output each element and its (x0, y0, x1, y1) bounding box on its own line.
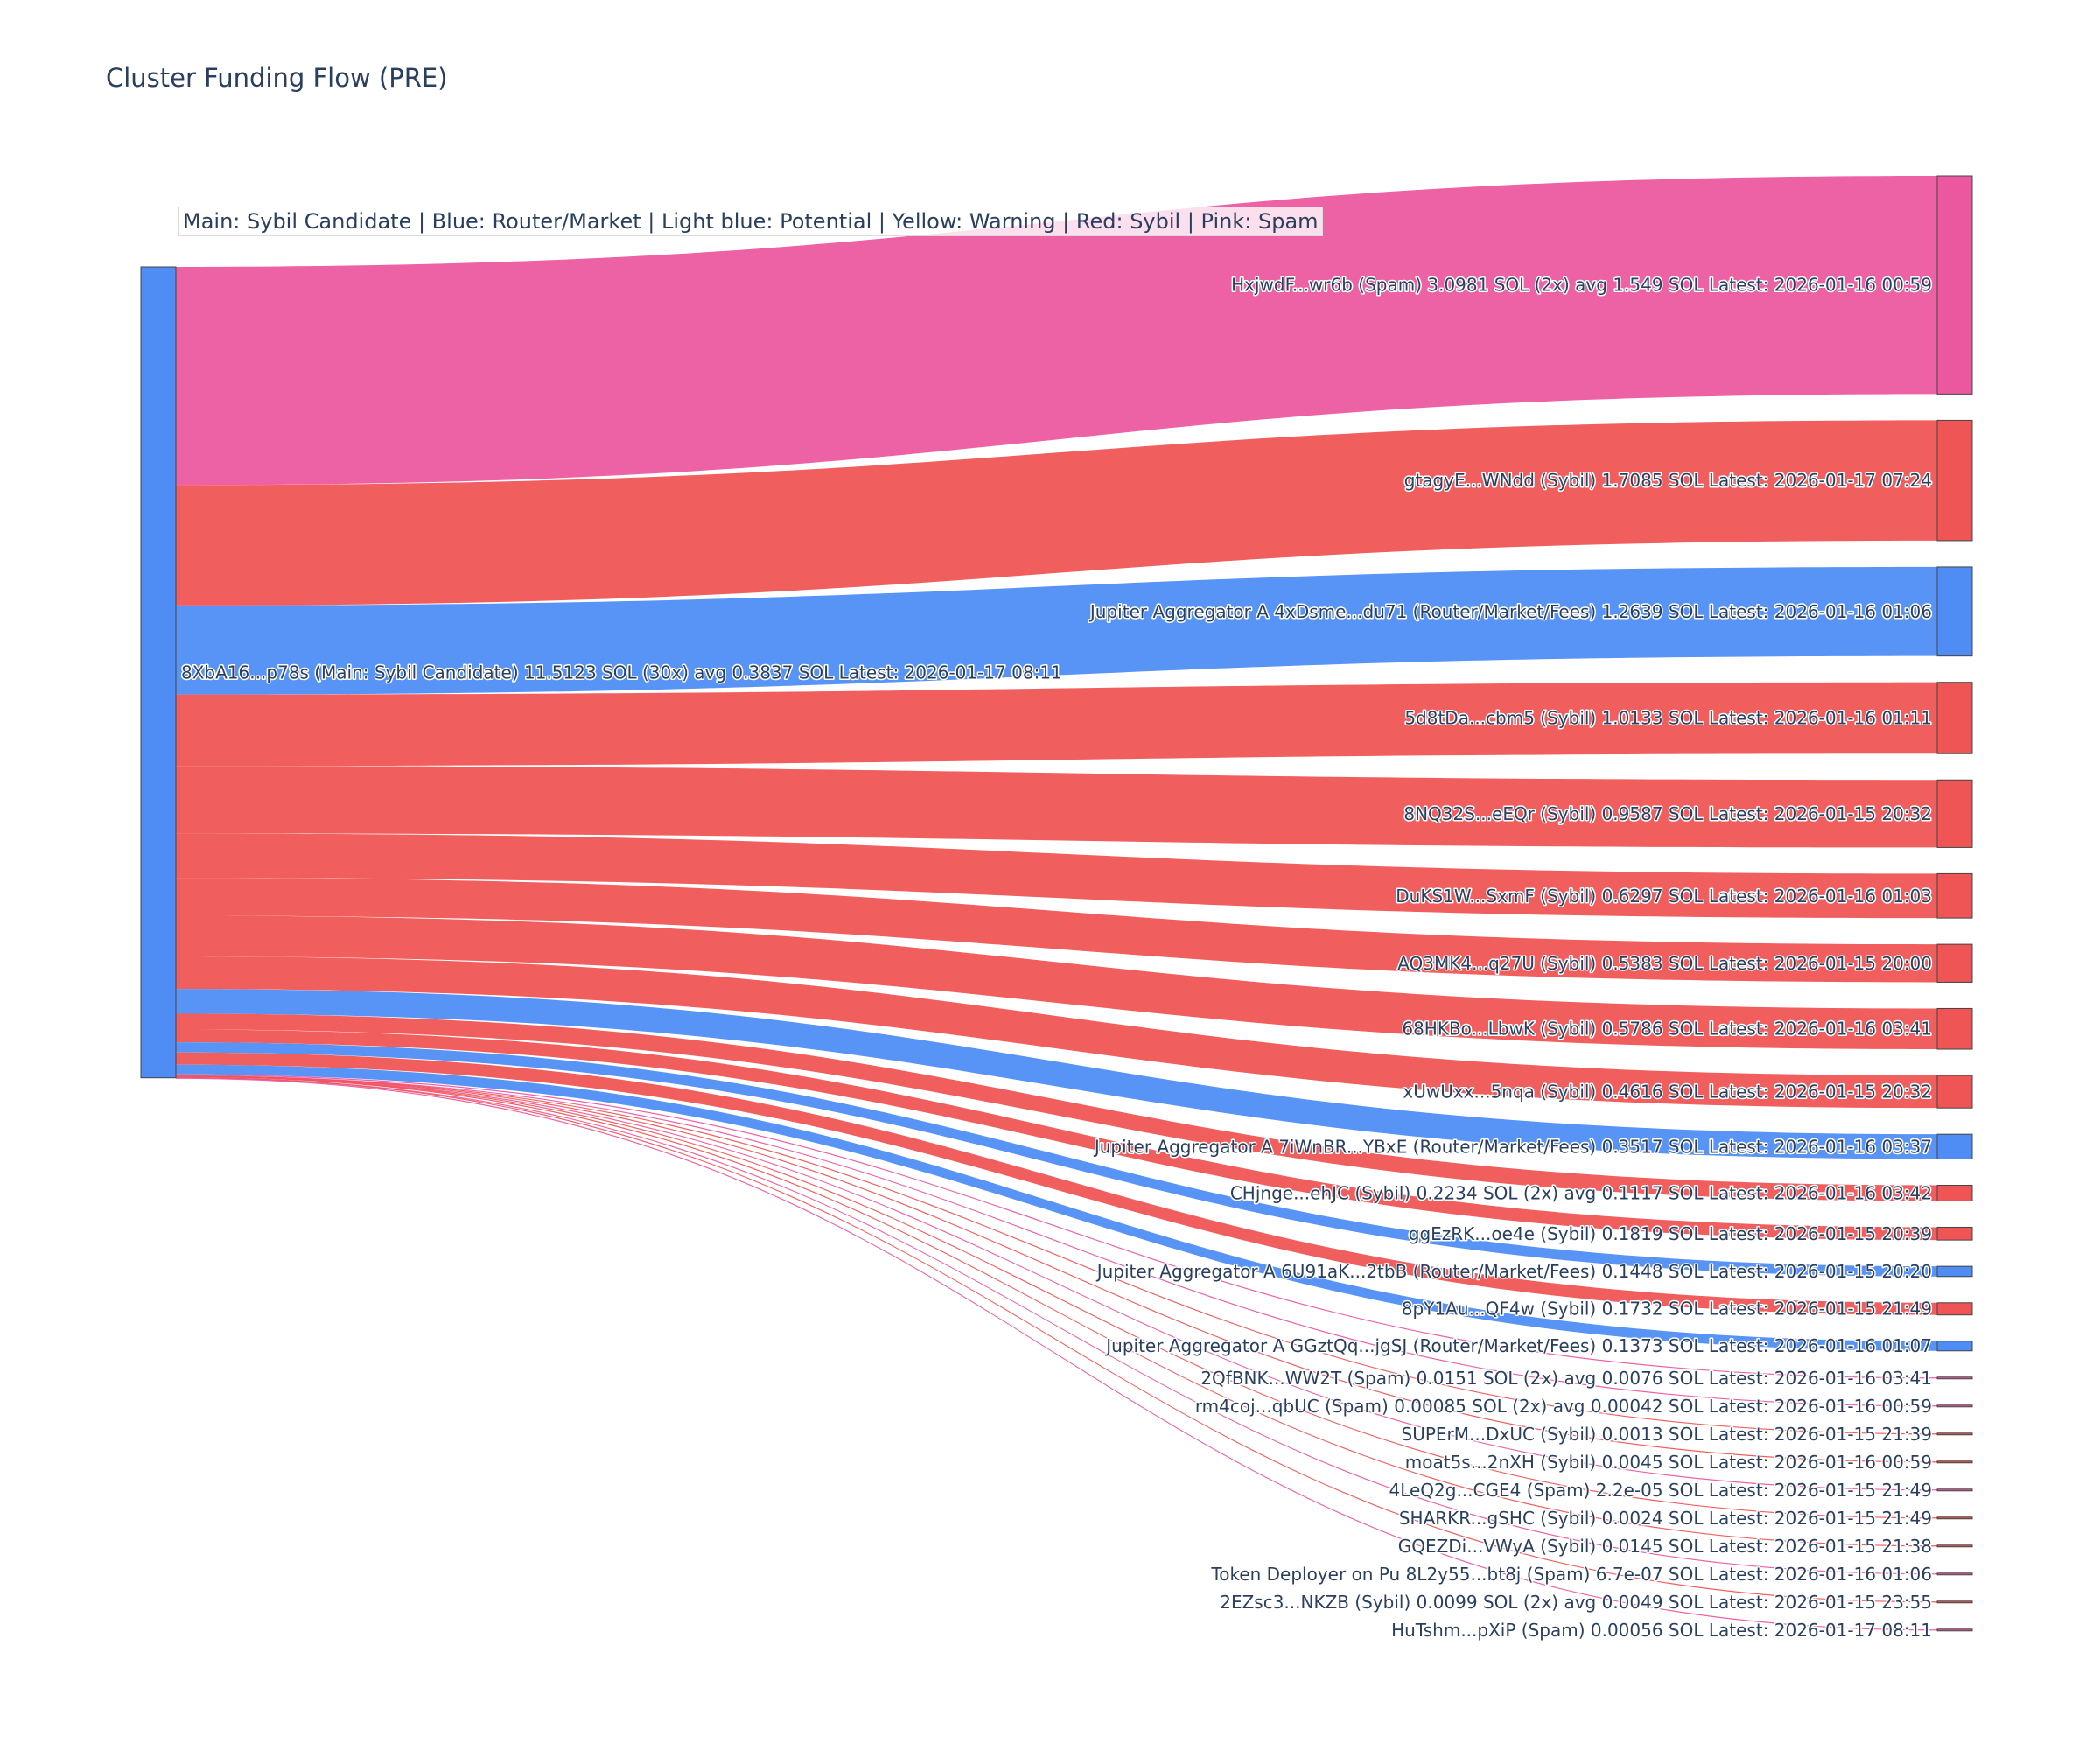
target-label: Jupiter Aggregator A 7iWnBR...YBxE (Rout… (1093, 1136, 1932, 1157)
flow-link[interactable] (176, 956, 1937, 1109)
target-node[interactable] (1936, 943, 1973, 983)
flow-link[interactable] (176, 833, 1937, 919)
target-label: ggEzRK...oe4e (Sybil) 0.1819 SOL Latest:… (1409, 1223, 1932, 1244)
target-node[interactable] (1936, 1340, 1973, 1352)
flow-link[interactable] (176, 176, 1937, 486)
flow-link[interactable] (176, 989, 1937, 1159)
source-label: 8XbA16...p78s (Main: Sybil Candidate) 11… (181, 662, 1062, 682)
flow-link[interactable] (176, 1075, 1937, 1547)
target-label: SHARKR...gSHC (Sybil) 0.0024 SOL Latest:… (1399, 1508, 1932, 1529)
target-label: HuTshm...pXiP (Spam) 0.00056 SOL Latest:… (1391, 1620, 1932, 1641)
flow-link[interactable] (176, 682, 1937, 766)
flow-link[interactable] (176, 1042, 1937, 1277)
target-node[interactable] (1936, 1516, 1973, 1520)
target-node[interactable] (1936, 1544, 1973, 1548)
flow-link[interactable] (176, 1064, 1937, 1351)
chart-title: Cluster Funding Flow (PRE) (106, 63, 448, 93)
target-label: Jupiter Aggregator A GGztQq...jgSJ (Rout… (1104, 1335, 1932, 1356)
target-label: Token Deployer on Pu 8L2y55...bt8j (Spam… (1210, 1564, 1932, 1585)
target-node[interactable] (1936, 1572, 1973, 1576)
target-node[interactable] (1936, 419, 1973, 542)
target-node[interactable] (1936, 1432, 1973, 1436)
target-node[interactable] (1936, 566, 1973, 657)
flow-link[interactable] (176, 1077, 1937, 1631)
flow-link[interactable] (176, 1074, 1937, 1379)
target-label: 2QfBNK...WW2T (Spam) 0.0151 SOL (2x) avg… (1200, 1368, 1932, 1389)
target-label: 4LeQ2g...CGE4 (Spam) 2.2e-05 SOL Latest:… (1389, 1480, 1932, 1501)
target-label: 2EZsc3...NKZB (Sybil) 0.0099 SOL (2x) av… (1220, 1592, 1932, 1613)
target-node[interactable] (1936, 1265, 1973, 1278)
target-node[interactable] (1936, 1628, 1973, 1632)
target-label: 8NQ32S...eEQr (Sybil) 0.9587 SOL Latest:… (1404, 803, 1932, 824)
target-node[interactable] (1936, 1074, 1973, 1109)
target-node[interactable] (1936, 1184, 1973, 1201)
target-label: DuKS1W...SxmF (Sybil) 0.6297 SOL Latest:… (1396, 886, 1932, 906)
target-label: Jupiter Aggregator A 6U91aK...2tbB (Rout… (1096, 1261, 1932, 1282)
sankey-nodes (140, 175, 1973, 1632)
legend-note: Main: Sybil Candidate | Blue: Router/Mar… (178, 206, 1323, 236)
target-label: gtagyE...WNdd (Sybil) 1.7085 SOL Latest:… (1404, 470, 1932, 491)
target-label: moat5s...2nXH (Sybil) 0.0045 SOL Latest:… (1405, 1452, 1932, 1473)
target-label: rm4coj...qbUC (Spam) 0.00085 SOL (2x) av… (1195, 1396, 1932, 1417)
target-label: 8pY1Au...QF4w (Sybil) 0.1732 SOL Latest:… (1402, 1298, 1932, 1320)
target-label: GQEZDi...VWyA (Sybil) 0.0145 SOL Latest:… (1398, 1536, 1932, 1557)
target-label: AQ3MK4...q27U (Sybil) 0.5383 SOL Latest:… (1397, 953, 1932, 974)
target-label: 68HKBo...LbwK (Sybil) 0.5786 SOL Latest:… (1402, 1018, 1932, 1040)
target-node[interactable] (1936, 1007, 1973, 1050)
target-label: Jupiter Aggregator A 4xDsme...du71 (Rout… (1088, 601, 1932, 622)
target-node[interactable] (1936, 872, 1973, 919)
sankey-labels: HxjwdF...wr6b (Spam) 3.0981 SOL (2x) avg… (180, 273, 1934, 1642)
target-node[interactable] (1936, 1376, 1973, 1380)
target-node[interactable] (1936, 1133, 1973, 1159)
flow-link[interactable] (176, 766, 1937, 848)
flow-link[interactable] (176, 1075, 1937, 1519)
target-label: 5d8tDa...cbm5 (Sybil) 1.0133 SOL Latest:… (1404, 707, 1932, 728)
source-node[interactable] (140, 266, 177, 1079)
flow-link[interactable] (176, 1029, 1937, 1241)
target-node[interactable] (1936, 1404, 1973, 1408)
flow-link[interactable] (176, 1075, 1937, 1463)
flow-link[interactable] (176, 1075, 1937, 1435)
flow-link[interactable] (176, 1074, 1937, 1407)
target-node[interactable] (1936, 779, 1973, 848)
flow-link[interactable] (176, 1013, 1937, 1201)
target-label: xUwUxx...5nqa (Sybil) 0.4616 SOL Latest:… (1403, 1082, 1932, 1102)
target-label: CHjnge...ehJC (Sybil) 0.2234 SOL (2x) av… (1230, 1182, 1932, 1203)
target-node[interactable] (1936, 175, 1973, 395)
flow-link[interactable] (176, 1076, 1937, 1575)
flow-link[interactable] (176, 878, 1937, 983)
target-node[interactable] (1936, 1460, 1973, 1464)
target-node[interactable] (1936, 1488, 1973, 1492)
target-label: SUPErM...DxUC (Sybil) 0.0013 SOL Latest:… (1402, 1424, 1932, 1445)
target-node[interactable] (1936, 682, 1973, 754)
flow-link[interactable] (176, 566, 1937, 695)
target-label: HxjwdF...wr6b (Spam) 3.0981 SOL (2x) avg… (1231, 275, 1932, 296)
flow-link[interactable] (176, 1075, 1937, 1491)
target-node[interactable] (1936, 1302, 1973, 1316)
sankey-links (176, 176, 1937, 1631)
flow-link[interactable] (176, 1076, 1937, 1603)
target-node[interactable] (1936, 1600, 1973, 1604)
flow-link[interactable] (176, 1052, 1937, 1315)
target-node[interactable] (1936, 1226, 1973, 1241)
flow-link[interactable] (176, 420, 1937, 606)
flow-link[interactable] (176, 915, 1937, 1050)
